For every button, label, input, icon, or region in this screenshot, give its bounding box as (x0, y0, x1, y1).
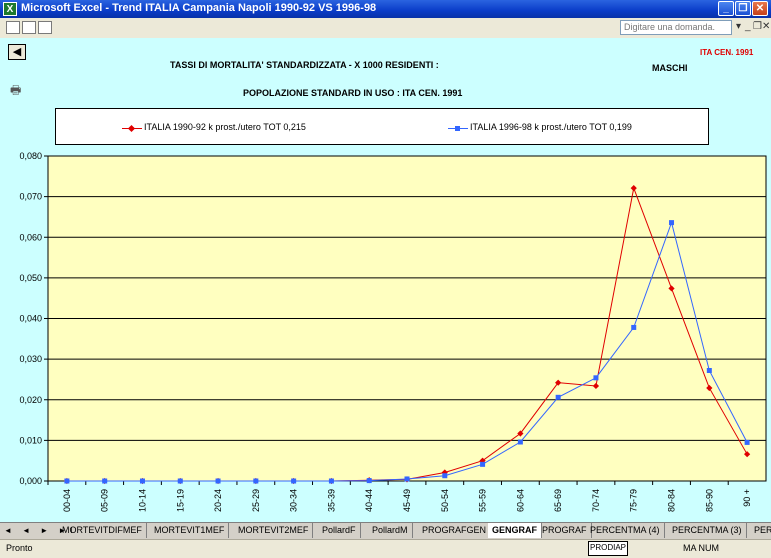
data-point-series1 (630, 184, 637, 192)
legend-marker-series1 (127, 124, 136, 133)
back-arrow-button[interactable]: ◀ (8, 44, 26, 60)
data-point-series2 (442, 473, 448, 479)
window-titlebar: X Microsoft Excel - Trend ITALIA Campani… (0, 0, 771, 18)
sheet-tab[interactable]: MORTEVITDIFMEF (58, 523, 147, 538)
legend-entry-series1: ITALIA 1990-92 k prost./utero TOT 0,215 (122, 122, 306, 133)
x-tick-label: 05-09 (100, 489, 110, 512)
x-tick-label: 60-64 (515, 489, 525, 512)
chart-title: TASSI DI MORTALITA' STANDARDIZZATA - X 1… (170, 60, 439, 70)
data-point-series2 (404, 476, 410, 482)
sheet-tab[interactable]: PERCENTMA (3) (668, 523, 747, 538)
chevron-down-icon[interactable]: ▾ (736, 21, 742, 32)
x-tick-label: 70-74 (591, 489, 601, 512)
y-tick-label: 0,080 (19, 151, 42, 161)
minimize-button[interactable]: _ (718, 1, 734, 16)
status-modes: MA NUM (683, 543, 719, 553)
x-tick-label: 10-14 (137, 489, 147, 512)
x-tick-label: 35-39 (326, 489, 336, 512)
print-preview-icon[interactable] (22, 21, 36, 34)
data-point-series2 (480, 461, 486, 467)
workbook-minimize-button[interactable]: _ (745, 21, 751, 32)
y-tick-label: 0,040 (19, 314, 42, 324)
data-point-series2 (215, 478, 221, 484)
data-point-series2 (555, 394, 561, 400)
printer-icon[interactable]: 🖶 (10, 83, 22, 97)
x-tick-label: 00-04 (62, 489, 72, 512)
sheet-tab[interactable]: PROGRAF (538, 523, 592, 538)
new-document-icon[interactable] (6, 21, 20, 34)
legend-label-series1: ITALIA 1990-92 k prost./utero TOT 0,215 (144, 122, 306, 132)
x-tick-label: 65-69 (553, 489, 563, 512)
x-tick-label: 15-19 (175, 489, 185, 512)
x-tick-label: 45-49 (402, 489, 412, 512)
print-icon[interactable] (38, 21, 52, 34)
data-point-series2 (139, 478, 145, 484)
chart-subtitle: POPOLAZIONE STANDARD IN USO : ITA CEN. 1… (243, 88, 463, 98)
data-point-series2 (669, 220, 675, 226)
sheet-tab[interactable]: PollardF (318, 523, 361, 538)
workbook-restore-button[interactable]: ❐ (753, 21, 762, 32)
sheet-tab[interactable]: MORTEVIT2MEF (234, 523, 314, 538)
close-button[interactable]: ✕ (752, 1, 768, 16)
y-tick-label: 0,070 (19, 192, 42, 202)
data-point-series2 (64, 478, 70, 484)
data-point-series2 (631, 324, 637, 330)
x-tick-label: 55-59 (478, 489, 488, 512)
data-point-series2 (706, 368, 712, 373)
y-tick-label: 0,050 (19, 273, 42, 283)
x-tick-label: 50-54 (440, 489, 450, 512)
y-tick-label: 0,030 (19, 354, 42, 364)
data-point-series2 (102, 478, 108, 484)
data-point-series2 (744, 439, 750, 445)
data-point-series2 (177, 478, 183, 484)
sheet-tab[interactable]: MORTEVIT1MEF (150, 523, 230, 538)
y-tick-label: 0,000 (19, 476, 42, 486)
workbook-close-button[interactable]: ✕ (762, 21, 771, 32)
data-point-series2 (517, 439, 523, 445)
x-tick-label: 75-79 (629, 489, 639, 512)
line-chart: 0,000 0,010 0,020 0,030 0,040 0,050 0,060 0,070… (19, 151, 767, 512)
sheet-tab[interactable]: PERCEN (750, 523, 771, 538)
restore-button[interactable]: ❐ (735, 1, 751, 16)
legend-label-series2: ITALIA 1996-98 k prost./utero TOT 0,199 (470, 122, 632, 132)
gender-label: MASCHI (652, 63, 688, 73)
x-tick-label: 20-24 (213, 489, 223, 512)
data-point-series2 (593, 375, 599, 381)
data-point-series2 (253, 478, 259, 484)
data-point-series2 (328, 478, 334, 484)
y-tick-label: 0,010 (19, 435, 42, 445)
status-bar: Pronto PRODIAP MA NUM (0, 539, 771, 558)
sheet-tab[interactable]: GENGRAF (488, 523, 542, 538)
excel-app-icon: X (3, 2, 17, 16)
ask-question-input[interactable]: Digitare una domanda. (620, 20, 732, 35)
sheet-tab[interactable]: PollardM (368, 523, 413, 538)
y-tick-label: 0,020 (19, 395, 42, 405)
legend-entry-series2: ITALIA 1996-98 k prost./utero TOT 0,199 (448, 122, 632, 132)
x-tick-label: 85-90 (704, 489, 714, 512)
sheet-tab-bar: ◄ ◄ ► ►I MORTEVITDIFMEF MORTEVIT1MEF MORTE… (0, 522, 771, 539)
legend-marker-series2 (455, 126, 460, 131)
data-point-series2 (291, 478, 297, 484)
x-tick-label: 90 + (742, 489, 752, 507)
standard-label: ITA CEN. 1991 (700, 48, 754, 57)
window-title: Microsoft Excel - Trend ITALIA Campania … (21, 2, 377, 14)
data-point-series2 (366, 478, 372, 484)
tab-scroll-buttons[interactable]: ◄ ◄ ► ►I (4, 526, 77, 535)
sheet-tab[interactable]: PROGRAFGEN (418, 523, 492, 538)
status-ready: Pronto (6, 543, 33, 553)
toolbar: Digitare una domanda. ▾ _ ❐ ✕ (0, 18, 771, 39)
x-tick-label: 30-34 (289, 489, 299, 512)
y-tick-label: 0,060 (19, 232, 42, 242)
chart-legend: ITALIA 1990-92 k prost./utero TOT 0,215 … (55, 108, 709, 145)
sheet-tab[interactable]: PERCENTMA (4) (586, 523, 665, 538)
x-tick-label: 40-44 (364, 489, 374, 512)
x-tick-label: 80-84 (667, 489, 677, 512)
x-tick-label: 25-29 (251, 489, 261, 512)
status-indicator-box: PRODIAP (588, 541, 628, 556)
chart-sheet: ◀ 🖶 ITA CEN. 1991 TASSI DI MORTALITA' ST… (0, 38, 771, 522)
